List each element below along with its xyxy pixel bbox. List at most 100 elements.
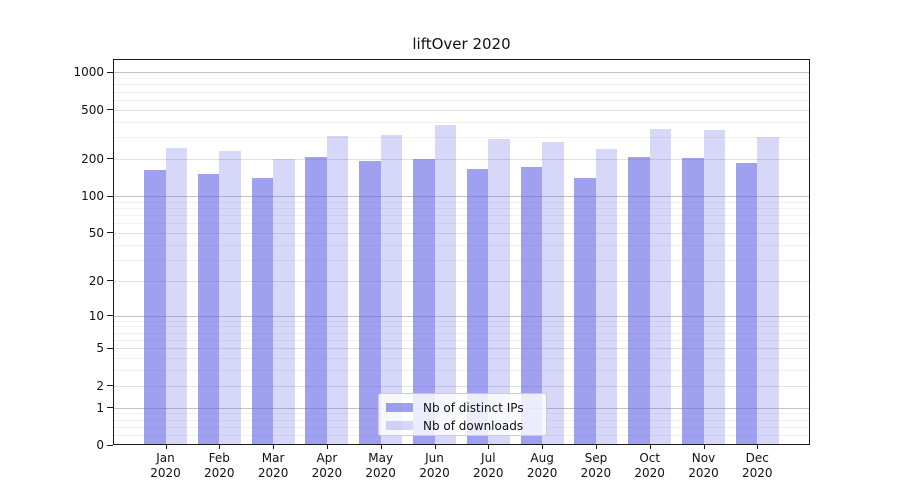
minor-gridline <box>114 121 809 123</box>
bar-downloads-mar <box>273 158 295 444</box>
y-axis-tick <box>107 315 113 317</box>
minor-gridline <box>114 370 809 372</box>
x-axis-tick <box>434 445 436 449</box>
x-axis-year: 2020 <box>526 466 558 480</box>
minor-gridline <box>114 223 809 225</box>
bar-downloads-nov <box>703 129 725 444</box>
x-axis-year: 2020 <box>257 466 289 480</box>
x-axis-tick-label: Sep 2020 <box>568 451 624 481</box>
minor-gridline <box>114 84 809 86</box>
bar-downloads-aug <box>542 141 564 444</box>
x-axis-tick-label: Feb 2020 <box>191 451 247 481</box>
bar-downloads-jun <box>434 125 456 444</box>
bar-downloads-sep <box>595 149 618 444</box>
mid-gridline <box>114 158 809 160</box>
bar-distinct-ips-apr <box>305 157 327 444</box>
legend-label: Nb of distinct IPs <box>423 400 524 415</box>
x-axis-year: 2020 <box>311 466 343 480</box>
x-axis-tick-label: Aug 2020 <box>514 451 570 481</box>
mid-gridline <box>114 280 809 282</box>
bar-distinct-ips-feb <box>197 174 220 444</box>
minor-gridline <box>114 259 809 261</box>
y-axis-tick <box>107 158 113 160</box>
x-axis-month: Sep <box>584 451 608 465</box>
y-axis-tick <box>107 280 113 282</box>
bar-downloads-may <box>380 134 403 444</box>
x-axis-year: 2020 <box>688 466 719 480</box>
x-axis-tick-label: Oct 2020 <box>622 451 678 481</box>
bar-distinct-ips-jan <box>144 170 166 444</box>
bar-downloads-jan <box>165 147 187 444</box>
y-axis-tick-label: 1000 <box>73 65 104 80</box>
minor-gridline <box>114 340 809 342</box>
minor-gridline <box>114 201 809 203</box>
x-axis-month: Apr <box>316 451 338 465</box>
bar-downloads-oct <box>649 129 672 444</box>
legend-swatch-distinct-ips <box>386 403 413 412</box>
y-axis-tick <box>107 109 113 111</box>
bar-distinct-ips-oct <box>628 157 650 444</box>
x-axis-tick-label: May 2020 <box>353 451 409 481</box>
x-axis-month: May <box>368 451 394 465</box>
y-axis-tick <box>107 385 113 387</box>
y-axis-tick-label: 1 <box>96 400 104 415</box>
x-axis-year: 2020 <box>580 466 612 480</box>
x-axis-month: Jun <box>425 451 444 465</box>
minor-gridline <box>114 332 809 334</box>
x-axis-year: 2020 <box>419 466 450 480</box>
x-axis-year: 2020 <box>365 466 396 480</box>
x-axis-tick <box>542 445 544 449</box>
legend-swatch-downloads <box>386 421 413 430</box>
x-axis-tick-label: Jun 2020 <box>407 451 463 481</box>
major-gridline <box>114 196 809 198</box>
x-axis-month: Oct <box>639 451 661 465</box>
y-axis-tick <box>107 195 113 197</box>
y-axis-tick <box>107 444 113 446</box>
major-gridline <box>114 72 809 74</box>
x-axis-tick-label: Dec 2020 <box>729 451 785 481</box>
plot-border <box>113 59 810 445</box>
x-axis-year: 2020 <box>473 466 504 480</box>
y-axis-tick <box>107 232 113 234</box>
x-axis-month: Aug <box>530 451 554 465</box>
bar-downloads-apr <box>326 135 349 444</box>
x-axis-month: Jul <box>481 451 496 465</box>
y-axis-tick <box>107 71 113 73</box>
bar-downloads-dec <box>757 136 779 444</box>
x-axis-tick <box>757 445 759 449</box>
x-axis-year: 2020 <box>150 466 181 480</box>
x-axis-tick <box>488 445 490 449</box>
y-axis-tick-label: 100 <box>81 189 104 204</box>
x-axis-tick-label: Jan 2020 <box>138 451 194 481</box>
chart-title: liftOver 2020 <box>412 35 511 53</box>
x-axis-tick-label: Jul 2020 <box>460 451 516 481</box>
x-axis-month: Mar <box>261 451 285 465</box>
x-axis-year: 2020 <box>204 466 235 480</box>
minor-gridline <box>114 207 809 209</box>
x-axis-tick <box>649 445 651 449</box>
x-axis-month: Jan <box>156 451 175 465</box>
x-axis-year: 2020 <box>634 466 665 480</box>
x-axis-month: Dec <box>745 451 769 465</box>
bar-distinct-ips-dec <box>735 163 758 444</box>
x-axis-tick <box>165 445 167 449</box>
x-axis-year: 2020 <box>742 466 773 480</box>
x-axis-month: Feb <box>208 451 230 465</box>
minor-gridline <box>114 215 809 217</box>
bar-distinct-ips-mar <box>251 177 274 444</box>
x-axis-tick <box>326 445 328 449</box>
minor-gridline <box>114 99 809 101</box>
x-axis-tick-label: Mar 2020 <box>245 451 301 481</box>
legend-row: Nb of distinct IPs <box>386 399 538 416</box>
bar-distinct-ips-aug <box>520 167 543 444</box>
x-axis-tick <box>703 445 705 449</box>
bar-distinct-ips-nov <box>682 157 704 444</box>
x-axis-tick <box>595 445 597 449</box>
legend: Nb of distinct IPs Nb of downloads <box>378 393 547 436</box>
legend-label: Nb of downloads <box>423 418 524 433</box>
minor-gridline <box>114 320 809 322</box>
y-axis-tick-label: 2 <box>96 378 104 393</box>
minor-gridline <box>114 326 809 328</box>
x-axis-tick-label: Nov 2020 <box>676 451 732 481</box>
